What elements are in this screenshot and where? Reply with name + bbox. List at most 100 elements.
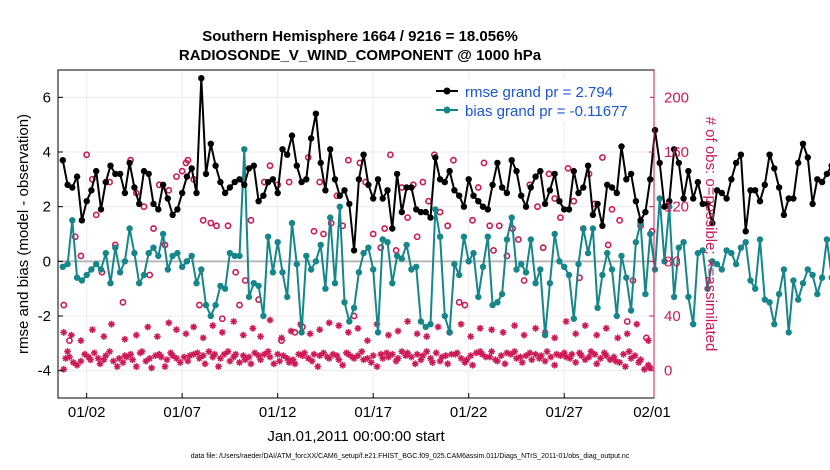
rmse-point — [379, 195, 386, 202]
rmse-point — [284, 151, 291, 158]
assimilated-marker-stroke — [221, 351, 228, 358]
assimilated-marker-stroke — [507, 351, 514, 358]
assimilated-count-marker — [274, 350, 282, 358]
bias-point — [274, 239, 281, 246]
possible-count-marker — [490, 246, 497, 254]
assimilated-count-marker — [184, 357, 192, 365]
bias-point — [728, 249, 735, 257]
possible-count-marker — [173, 173, 180, 180]
rmse-point — [522, 203, 530, 210]
assimilated-marker-stroke — [139, 348, 145, 355]
assimilated-count-marker — [568, 350, 576, 358]
rmse-point — [546, 187, 554, 194]
possible-count-marker — [608, 205, 616, 213]
rmse-point — [78, 217, 86, 224]
assimilated-marker-stroke — [404, 318, 411, 325]
assimilated-marker-stroke — [467, 352, 474, 359]
assimilated-count-marker — [511, 348, 518, 355]
assimilated-count-marker — [77, 337, 85, 344]
bias-point — [613, 312, 620, 320]
bias-point — [780, 266, 788, 273]
assimilated-count-marker — [394, 327, 402, 335]
assimilated-count-marker — [620, 350, 627, 358]
assimilated-count-marker — [195, 354, 203, 362]
assimilated-marker-stroke — [123, 354, 130, 360]
possible-count-marker — [140, 203, 148, 211]
assimilated-marker-stroke — [330, 351, 336, 358]
bias-point — [709, 258, 716, 265]
assimilated-marker-stroke — [146, 355, 153, 362]
chart-title-line2: RADIOSONDE_V_WIND_COMPONENT @ 1000 hPa — [179, 47, 542, 64]
bias-point — [546, 280, 554, 287]
bias-point — [460, 233, 468, 240]
bias-point — [331, 280, 339, 287]
rmse-point — [589, 211, 597, 219]
bias-point — [685, 293, 692, 301]
x-tick-label: 01/22 — [450, 404, 488, 421]
assimilated-count-marker — [511, 322, 518, 329]
rmse-point — [236, 176, 243, 183]
assimilated-marker-stroke — [89, 326, 96, 333]
assimilated-marker-stroke — [477, 325, 484, 332]
assimilated-count-marker — [211, 350, 219, 358]
assimilated-count-marker — [291, 360, 299, 368]
rmse-point — [675, 159, 682, 167]
bias-point — [370, 266, 377, 273]
rmse-point — [417, 208, 425, 216]
assimilated-count-marker — [190, 323, 198, 331]
assimilated-count-marker — [201, 360, 209, 368]
rmse-point — [527, 184, 534, 191]
assimilated-marker-stroke — [265, 348, 272, 355]
rmse-point — [327, 146, 334, 153]
bias-point — [584, 249, 592, 257]
assimilated-count-marker — [593, 331, 601, 339]
assimilated-marker-stroke — [519, 359, 526, 366]
possible-count-marker — [623, 318, 631, 325]
assimilated-count-marker — [335, 356, 343, 364]
assimilated-count-marker — [518, 359, 526, 366]
rmse-point — [456, 192, 463, 199]
possible-count-marker — [178, 167, 186, 175]
bias-point — [647, 230, 654, 238]
assimilated-count-marker — [266, 353, 274, 361]
assimilated-marker-stroke — [87, 356, 94, 363]
assimilated-marker-stroke — [190, 324, 197, 330]
rmse-point — [661, 203, 668, 210]
assimilated-count-marker — [373, 363, 381, 370]
bias-point — [537, 266, 544, 273]
assimilated-marker-stroke — [335, 356, 342, 363]
assimilated-count-marker — [478, 350, 486, 358]
assimilated-marker-stroke — [211, 351, 218, 358]
rmse-point — [274, 189, 281, 197]
assimilated-marker-stroke — [622, 363, 629, 370]
assimilated-marker-stroke — [95, 355, 102, 362]
assimilated-marker-stroke — [129, 356, 136, 363]
assimilated-marker-stroke — [503, 349, 510, 356]
rmse-point — [818, 178, 826, 186]
assimilated-count-marker — [404, 318, 411, 325]
assimilated-marker-stroke — [385, 332, 392, 339]
rmse-point — [136, 200, 143, 208]
rmse-point — [747, 187, 754, 194]
rmse-point — [384, 187, 391, 194]
assimilated-count-marker — [94, 354, 102, 362]
assimilated-marker-stroke — [133, 363, 140, 370]
assimilated-marker-stroke — [200, 334, 207, 341]
bias-point — [804, 266, 811, 273]
assimilated-marker-stroke — [563, 318, 570, 325]
assimilated-marker-stroke — [100, 333, 107, 340]
assimilated-marker-stroke — [467, 333, 474, 340]
assimilated-count-marker — [572, 359, 580, 366]
assimilated-count-marker — [119, 359, 127, 366]
assimilated-marker-stroke — [270, 360, 277, 367]
x-tick-label: 01/27 — [545, 404, 583, 421]
rmse-point — [97, 206, 105, 213]
assimilated-count-marker — [224, 348, 232, 355]
assimilated-marker-stroke — [637, 356, 644, 363]
bias-point — [656, 195, 663, 202]
possible-count-marker — [474, 184, 482, 191]
possible-count-marker — [213, 222, 220, 230]
possible-count-marker — [570, 197, 578, 205]
assimilated-marker-stroke — [255, 352, 262, 359]
rmse-point — [594, 200, 601, 208]
